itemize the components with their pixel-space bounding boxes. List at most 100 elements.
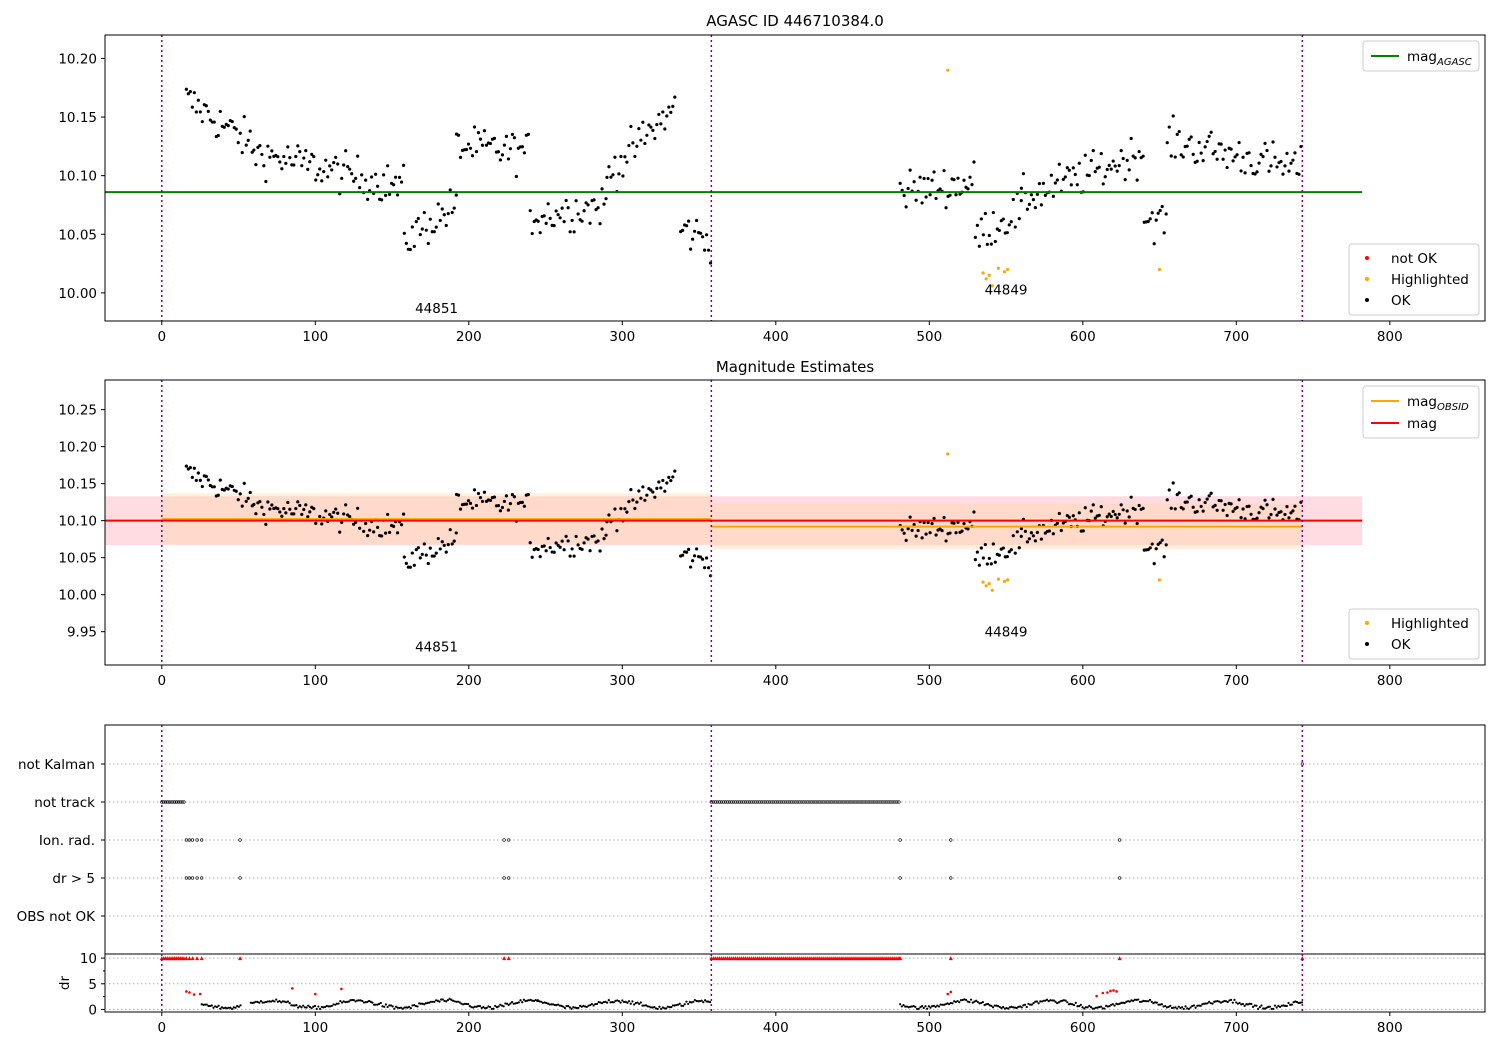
x-tick-label: 600: [1070, 329, 1096, 345]
ok-point: [1137, 149, 1141, 154]
flag-category-label: not Kalman: [18, 757, 95, 773]
ok-point: [930, 178, 934, 182]
ok-point: [292, 163, 296, 167]
ok-point: [1164, 212, 1168, 216]
ok-point: [410, 551, 414, 555]
ok-point: [502, 143, 507, 147]
dr-point: [990, 1004, 993, 1007]
ok-point: [1223, 148, 1227, 152]
dr-point: [232, 1006, 235, 1009]
ok-point: [1017, 546, 1021, 550]
flag-point: [745, 800, 749, 804]
y-tick-label: 10: [80, 951, 97, 967]
ok-point: [588, 549, 592, 553]
dr-point: [504, 1002, 507, 1005]
ok-point: [987, 556, 991, 561]
dr-point: [1034, 1000, 1037, 1003]
dr-point: [626, 1001, 629, 1004]
dr-point: [458, 1001, 461, 1004]
dr-point: [271, 999, 274, 1002]
dr-point: [1115, 1002, 1118, 1005]
ok-point: [687, 219, 691, 223]
flag-point: [502, 876, 506, 880]
dr-point: [263, 1001, 266, 1004]
dr-point: [700, 999, 703, 1002]
ok-point: [236, 498, 240, 502]
ok-point: [1235, 153, 1239, 157]
ok-point: [1162, 231, 1166, 235]
ok-point: [242, 481, 246, 485]
ok-point: [370, 175, 374, 179]
dr-point: [1221, 1000, 1224, 1003]
flag-point: [865, 800, 869, 804]
dr-point: [929, 1006, 932, 1009]
flag-point: [779, 800, 783, 804]
dr-point: [227, 1006, 230, 1009]
ok-point: [586, 537, 590, 541]
ok-point: [1162, 555, 1166, 559]
dr-point: [371, 1001, 374, 1004]
ok-point: [1117, 164, 1121, 168]
flag-point: [1118, 876, 1122, 880]
dr-point: [1059, 1000, 1062, 1003]
dr-point: [654, 1007, 658, 1010]
flag-point: [805, 800, 809, 804]
ok-point: [702, 566, 707, 570]
ok-point: [482, 490, 487, 494]
ok-point: [706, 566, 711, 570]
ok-point: [230, 484, 234, 489]
ok-point: [637, 127, 641, 131]
dr-point: [660, 1007, 663, 1011]
dr-point: [1211, 1002, 1214, 1005]
ok-point: [1154, 547, 1158, 551]
ok-point: [1215, 508, 1219, 512]
flag-point: [171, 800, 175, 804]
panel-magnitude-estimates: 0 100 200 300 400 500 600 700 8009.9510.0010.051…: [58, 358, 1486, 689]
dr-point: [482, 1006, 485, 1009]
ok-point: [1247, 151, 1251, 155]
flag-point: [823, 800, 827, 804]
dr-point: [388, 1004, 391, 1007]
dr-point: [327, 1005, 330, 1008]
ok-point: [444, 550, 448, 554]
flag-point: [809, 800, 813, 804]
dr-point: [448, 997, 451, 1000]
dr-point: [1132, 999, 1135, 1002]
dr-point: [1174, 1006, 1177, 1009]
ok-point: [538, 231, 542, 235]
ok-point: [1071, 514, 1075, 518]
ok-point: [979, 217, 983, 221]
ok-point: [1259, 152, 1263, 156]
ok-point: [580, 219, 584, 223]
dr-point: [1267, 1005, 1270, 1008]
flag-point: [200, 876, 204, 880]
dr-point: [1029, 1003, 1032, 1006]
ok-point: [372, 530, 376, 534]
ok-point: [1117, 512, 1121, 516]
dr-point: [634, 1002, 637, 1005]
ok-point: [391, 524, 396, 528]
dr-point: [298, 1005, 301, 1008]
ok-point: [1063, 175, 1067, 179]
ok-point: [1129, 136, 1133, 141]
ok-point: [691, 559, 695, 563]
flag-point: [775, 800, 779, 804]
ok-point: [580, 547, 584, 551]
dr-point: [1278, 1005, 1282, 1009]
dr-point: [936, 1004, 939, 1007]
dr-clipped-marker: [184, 956, 189, 961]
dr-point: [600, 1002, 604, 1005]
ok-point: [673, 469, 677, 473]
dr-point: [975, 999, 978, 1002]
flag-point: [869, 800, 873, 804]
ok-point: [344, 503, 348, 507]
ok-point: [336, 162, 340, 166]
ok-point: [1091, 148, 1095, 153]
ok-point: [446, 543, 450, 547]
flag-point: [885, 800, 889, 804]
ok-point: [997, 553, 1001, 557]
dr-point: [215, 1005, 219, 1009]
ok-point: [196, 471, 200, 475]
x-tick-label: 300: [609, 673, 635, 689]
highlighted-point: [996, 577, 1000, 581]
